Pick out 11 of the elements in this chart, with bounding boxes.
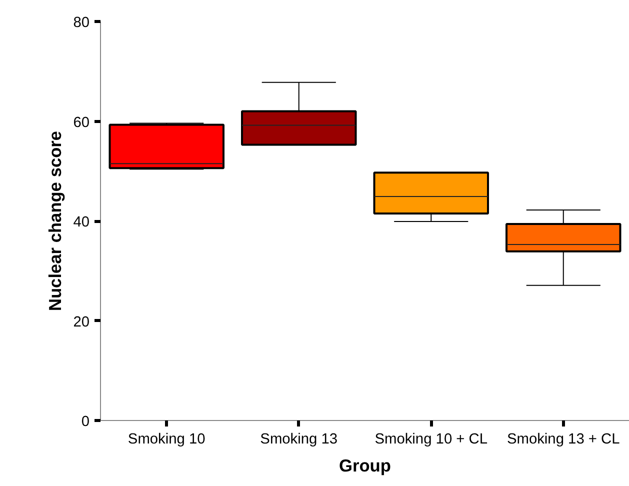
y-tick-label: 20 xyxy=(73,314,90,330)
x-tick-label: Smoking 10 xyxy=(128,432,206,448)
x-axis-title: Group xyxy=(339,456,391,476)
y-tick-label: 40 xyxy=(73,214,90,230)
y-tick-label: 80 xyxy=(73,15,90,31)
x-tick-label: Smoking 10 + CL xyxy=(374,432,488,448)
y-axis-title: Nuclear change score xyxy=(45,130,66,312)
x-tick-label: Smoking 13 xyxy=(260,432,338,448)
y-tick-label: 60 xyxy=(73,114,90,131)
y-tick-label: 0 xyxy=(81,414,90,430)
x-tick-label: Smoking 13 + CL xyxy=(506,432,620,448)
